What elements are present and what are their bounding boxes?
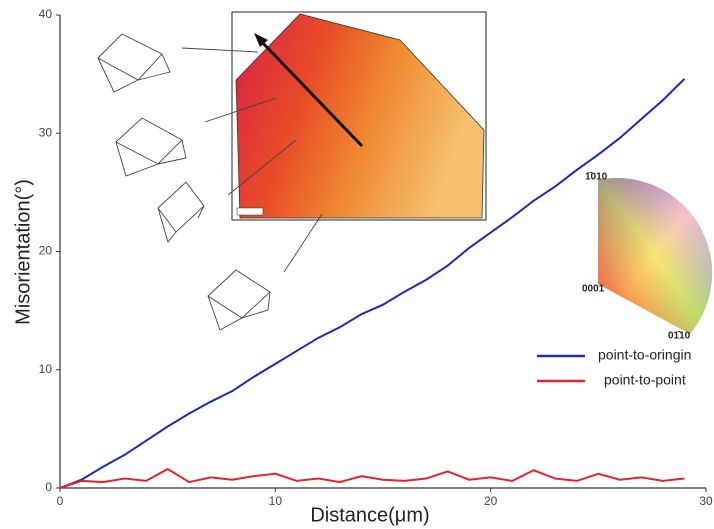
legend-label: point-to-point: [604, 372, 686, 388]
ipf-label: 01̄10: [668, 331, 691, 342]
x-tick-label: 10: [269, 494, 283, 508]
ipf-label: 0001: [582, 284, 605, 295]
ipf-key: [598, 178, 713, 334]
y-tick-label: 40: [39, 7, 53, 21]
ipf-label: 1̄010: [585, 172, 608, 183]
y-tick-label: 30: [39, 125, 53, 139]
y-tick-label: 10: [39, 362, 53, 376]
series-line: [59, 467, 685, 489]
x-tick-label: 30: [699, 494, 713, 508]
x-tick-label: 20: [484, 494, 498, 508]
cube-icons: [97, 33, 323, 331]
x-tick-label: 0: [57, 494, 64, 508]
x-axis-label: Distance(μm): [310, 504, 429, 526]
series-line: [59, 78, 686, 489]
y-tick-label: 20: [39, 244, 53, 258]
legend-label: point-to-oringin: [598, 347, 691, 363]
y-axis-label: Misorientation(°): [12, 179, 34, 325]
y-tick-label: 0: [45, 480, 52, 494]
ebsd-inset: [231, 11, 487, 221]
